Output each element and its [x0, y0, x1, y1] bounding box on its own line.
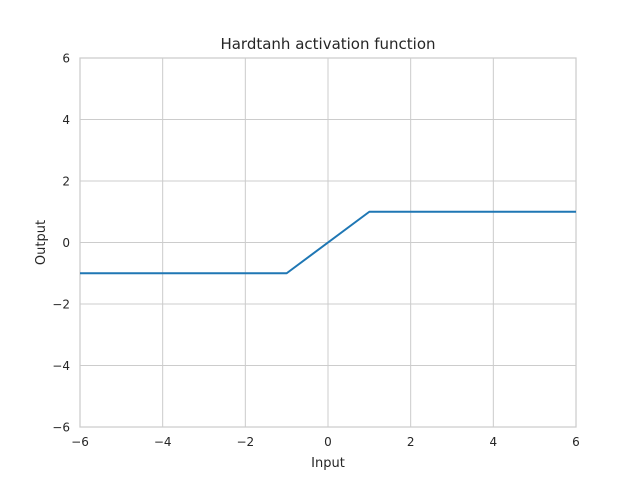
x-tick-label: −2 [236, 435, 254, 449]
x-tick-label: 0 [324, 435, 332, 449]
x-tick-label: 2 [407, 435, 415, 449]
y-tick-label: −6 [52, 421, 70, 435]
x-tick-label: 4 [490, 435, 498, 449]
series-layer [80, 210, 576, 275]
y-tick-label: −4 [52, 359, 70, 373]
hardtanh-line [80, 210, 576, 275]
tick-layer: −6 −4 −2 0 2 4 6 −6 −4 −2 0 2 4 6 [52, 52, 580, 450]
plot-frame [79, 57, 577, 428]
x-tick-label: −4 [154, 435, 172, 449]
y-tick-label: 2 [62, 175, 70, 189]
y-tick-label: −2 [52, 298, 70, 312]
y-axis-label: Output [34, 220, 49, 265]
y-tick-label: 6 [62, 52, 70, 66]
x-tick-label: −6 [71, 435, 89, 449]
x-axis-label: Input [311, 456, 345, 471]
y-tick-label: 4 [62, 113, 70, 127]
chart-title: Hardtanh activation function [220, 35, 435, 53]
y-tick-label: 0 [62, 236, 70, 250]
x-tick-label: 6 [572, 435, 580, 449]
